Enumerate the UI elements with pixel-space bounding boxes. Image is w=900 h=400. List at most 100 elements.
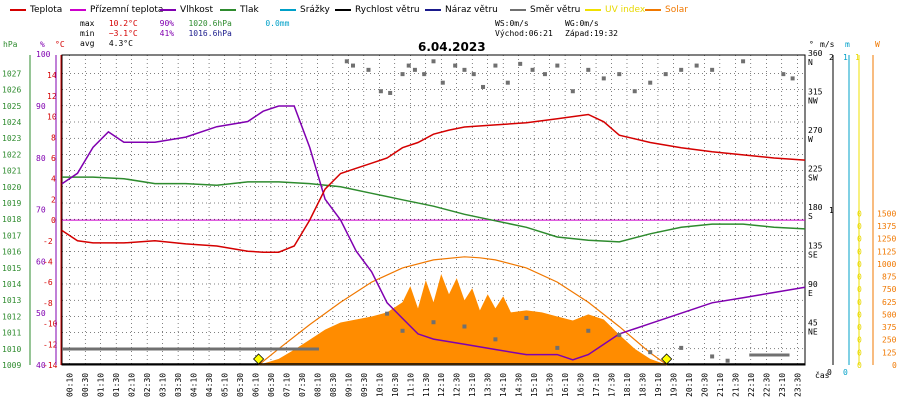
direction-point (366, 67, 371, 72)
wind-tick-label: 0 (827, 368, 832, 377)
direction-point (388, 90, 393, 95)
pressure-tick-label: 1021 (2, 167, 21, 176)
humidity-tick-label: 90 (36, 102, 46, 111)
x-tick-label: 12:30 (453, 373, 462, 397)
x-tick-label: 17:10 (592, 373, 601, 397)
direction-compass-label: NW (808, 97, 818, 106)
uv-tick-label: 0 (857, 260, 862, 269)
temp-tick-label: 12 (47, 92, 57, 101)
legend-swatch (220, 8, 236, 11)
direction-point (710, 354, 715, 359)
legend-item-7: Směr větru (510, 5, 580, 15)
direction-point (493, 337, 498, 342)
x-tick-label: 05:30 (236, 373, 245, 397)
direction-compass-label: E (808, 289, 813, 298)
direction-point (462, 324, 467, 329)
sun-marker-Východ (253, 353, 265, 365)
stats-min-press: 1016.6hPa (188, 29, 232, 38)
chart-date: 6.04.2023 (418, 40, 486, 54)
pressure-tick-label: 1017 (2, 231, 21, 240)
rain-tick-label: 0 (843, 368, 848, 377)
x-tick-label: 03:10 (159, 373, 168, 397)
direction-point (694, 63, 699, 68)
solar-tick-label: 500 (882, 310, 897, 319)
legend-label: Přízemní teplota (90, 5, 164, 15)
x-tick-label: 15:10 (530, 373, 539, 397)
direction-point (440, 80, 445, 85)
pressure-tick-label: 1015 (2, 264, 21, 273)
pressure-tick-label: 1023 (2, 134, 21, 143)
pressure-tick-label: 1011 (2, 329, 21, 338)
direction-point (505, 80, 510, 85)
x-tick-label: 23:10 (778, 373, 787, 397)
rain-tick-label: 1 (843, 53, 848, 62)
x-tick-label: 10:10 (375, 373, 384, 397)
humidity-tick-label: 100 (36, 50, 51, 59)
uv-tick-label: 0 (857, 298, 862, 307)
uv-tick-label: 0 (857, 273, 862, 282)
direction-point (493, 63, 498, 68)
legend-swatch (645, 8, 661, 11)
solar-tick-label: 1375 (877, 222, 896, 231)
stats-max-label: max (80, 19, 95, 28)
direction-tick-label: 135 (808, 242, 823, 251)
uv-tick-label: 0 (857, 323, 862, 332)
legend-item-2: Vlhkost (160, 5, 213, 15)
stats-min-temp: −3.1°C (108, 29, 138, 38)
ws-text: WS:0m/s (495, 19, 529, 28)
legend-label: Tlak (240, 5, 259, 15)
direction-point (555, 345, 560, 350)
direction-point (586, 328, 591, 333)
direction-point (422, 72, 427, 77)
pressure-tick-label: 1020 (2, 183, 21, 192)
solar-tick-label: 1500 (877, 209, 896, 218)
solar-tick-label: 750 (882, 285, 897, 294)
temp-tick-label: -14 (43, 361, 58, 370)
uv-tick-label: 0 (857, 285, 862, 294)
solar-tick-label: 875 (882, 273, 897, 282)
pressure-tick-label: 1014 (2, 280, 21, 289)
direction-point (471, 72, 476, 77)
uv-tick-label: 0 (857, 247, 862, 256)
legend-swatch (510, 8, 526, 11)
uv-tick-label: 0 (857, 310, 862, 319)
direction-compass-label: W (808, 135, 813, 144)
wind-tick-label: 2 (829, 53, 834, 62)
pressure-tick-label: 1010 (2, 345, 21, 354)
legend-swatch (585, 8, 601, 11)
direction-tick-label: 45 (808, 319, 818, 328)
solar-tick-label: 250 (882, 336, 897, 345)
stats-max-press: 1020.6hPa (188, 19, 232, 28)
x-tick-label: 02:30 (143, 373, 152, 397)
x-tick-label: 11:10 (406, 373, 415, 397)
x-tick-label: 00:30 (81, 373, 90, 397)
x-tick-label: 09:30 (360, 373, 369, 397)
x-tick-label: 05:10 (221, 373, 230, 397)
stats-min-row: min −3.1°C 41% 1016.6hPa (80, 29, 289, 39)
solar-unit: W (875, 40, 880, 49)
x-tick-label: 16:10 (561, 373, 570, 397)
direction-point (518, 61, 523, 66)
direction-point (351, 63, 356, 68)
direction-tick-label: 225 (808, 165, 823, 174)
solar-tick-label: 375 (882, 323, 897, 332)
temp-tick-label: -8 (43, 299, 53, 308)
x-tick-label: 16:30 (577, 373, 586, 397)
x-tick-label: 08:10 (313, 373, 322, 397)
legend-label: Teplota (30, 5, 63, 15)
direction-point (790, 76, 795, 81)
legend-label: Solar (665, 5, 688, 15)
pressure-line (62, 176, 806, 243)
stats-max-rain: 0.0mm (265, 19, 290, 28)
temp-tick-label: -6 (43, 278, 53, 287)
sunset-text: Západ:19:32 (565, 29, 618, 38)
direction-point (453, 63, 458, 68)
solar-theoretical-line (258, 256, 668, 366)
stats-avg-row: avg 4.3°C (80, 39, 289, 49)
direction-compass-label: SE (808, 251, 818, 260)
solar-tick-label: 625 (882, 298, 897, 307)
legend-item-1: Přízemní teplota (70, 5, 163, 15)
pressure-tick-label: 1024 (2, 118, 21, 127)
x-tick-label: 14:10 (499, 373, 508, 397)
